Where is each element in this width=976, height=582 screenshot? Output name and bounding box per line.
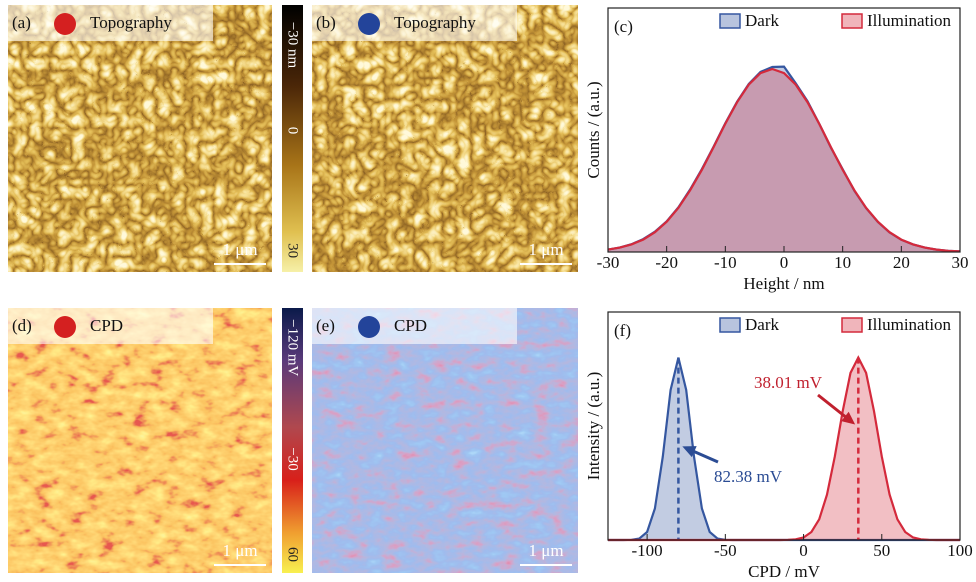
scale-bar-label: 1 μm: [222, 541, 257, 560]
x-tick-label: 100: [947, 541, 973, 560]
legend-swatch: [719, 317, 741, 333]
scale-bar-label: 1 μm: [528, 240, 563, 259]
label-box: [8, 308, 213, 344]
area-fill: [608, 69, 960, 252]
x-tick-label: 20: [893, 253, 910, 272]
tip-dot: [54, 316, 76, 338]
legend-swatch: [719, 13, 741, 29]
colorbar-label: 30: [285, 243, 301, 258]
x-tick-label: -100: [632, 541, 663, 560]
tip-dot: [358, 13, 380, 35]
label-box: [8, 5, 213, 41]
colorbar-label: 0: [285, 127, 301, 135]
legend-label: Dark: [745, 315, 779, 334]
arrow-head: [682, 446, 697, 458]
colorbar-label: −30: [285, 447, 301, 470]
legend-label: Illumination: [867, 11, 952, 30]
panel-label: (a): [12, 13, 31, 32]
x-tick-label: -30: [597, 253, 620, 272]
series-line: [607, 67, 961, 253]
panel-label: (f): [614, 321, 631, 340]
panel-title: Topography: [394, 13, 476, 32]
x-tick-label: 30: [952, 253, 969, 272]
scale-bar-label: 1 μm: [222, 240, 257, 259]
area-fill: [608, 66, 960, 252]
x-tick-label: -20: [655, 253, 678, 272]
legend-swatch: [841, 13, 863, 29]
legend-label: Illumination: [867, 315, 952, 334]
area-fill: [608, 357, 960, 540]
afm-image: [8, 308, 272, 573]
panel-label: (d): [12, 316, 32, 335]
panel-title: Topography: [90, 13, 172, 32]
x-tick-label: 0: [780, 253, 789, 272]
label-box: [312, 308, 517, 344]
x-tick-label: 0: [799, 541, 808, 560]
x-axis-label: Height / nm: [743, 274, 824, 293]
panel-label: (c): [614, 17, 633, 36]
x-tick-label: 10: [834, 253, 851, 272]
axes-frame: [607, 311, 961, 541]
y-axis-label: Counts / (a.u.): [584, 81, 603, 178]
colorbar: [282, 308, 303, 573]
x-tick-label: 50: [873, 541, 890, 560]
legend-label: Dark: [745, 11, 779, 30]
colorbar-label: −30 nm: [285, 22, 301, 69]
y-axis-label: Intensity / (a.u.): [584, 372, 603, 481]
panel-title: CPD: [394, 316, 427, 335]
colorbar-label: −120 mV: [285, 319, 301, 376]
annotation: 38.01 mV: [754, 373, 823, 392]
afm-image: [312, 308, 578, 573]
tip-dot: [358, 316, 380, 338]
tip-dot: [54, 13, 76, 35]
scale-bar-label: 1 μm: [528, 541, 563, 560]
arrow-head: [841, 411, 856, 425]
colorbar-label: 60: [285, 547, 301, 562]
afm-image: [8, 5, 272, 272]
label-box: [312, 5, 517, 41]
x-tick-label: -50: [714, 541, 737, 560]
panel-label: (b): [316, 13, 336, 32]
panel-title: CPD: [90, 316, 123, 335]
colorbar: [282, 5, 303, 272]
x-axis-label: CPD / mV: [748, 562, 821, 581]
annotation: 82.38 mV: [714, 467, 783, 486]
panel-label: (e): [316, 316, 335, 335]
afm-image: [312, 5, 578, 272]
legend-swatch: [841, 317, 863, 333]
x-tick-label: -10: [714, 253, 737, 272]
